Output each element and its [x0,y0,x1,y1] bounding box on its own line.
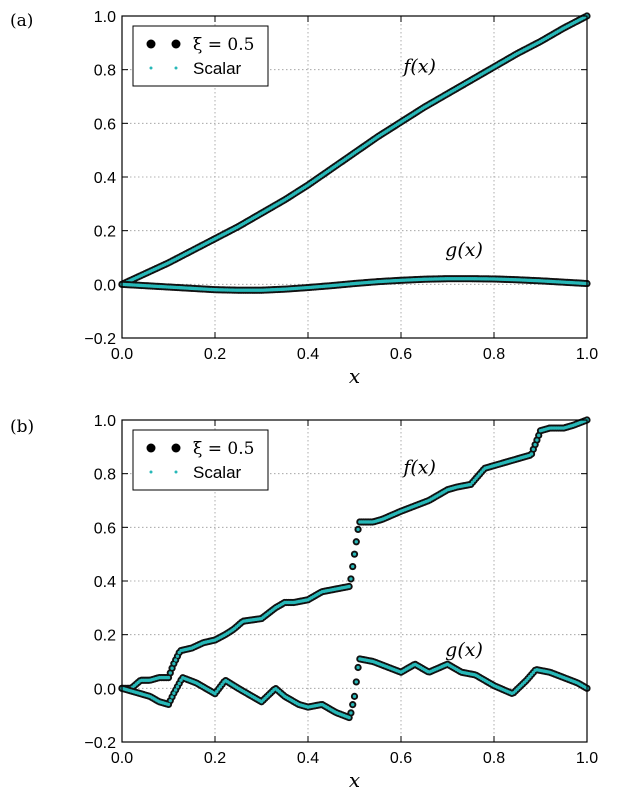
y-tick-label: −0.2 [84,331,116,348]
scalar-marker [535,438,539,442]
scalar-marker [351,702,355,707]
scalar-marker [168,698,172,703]
scalar-marker [170,666,174,670]
scalar-marker [347,584,351,589]
legend-box [132,429,269,491]
scalar-marker [354,680,358,684]
y-tick-label: 1.0 [94,9,116,26]
scalar-marker [215,689,219,694]
scalar-marker [175,654,180,658]
scalar-marker [356,665,360,670]
legend-box [132,25,269,87]
series-g [118,655,591,722]
series-g [118,275,591,294]
y-tick-label: 0.4 [94,574,116,591]
scalar-marker [216,687,221,691]
scalar-marker [166,702,171,707]
y-tick-label: 1.0 [94,413,116,430]
x-tick-label: 0.8 [483,750,505,767]
scalar-marker [529,452,534,456]
legend-marker-xi [146,443,156,453]
legend-marker-scalar [149,66,153,70]
x-tick-label: 0.6 [390,750,412,767]
scalar-marker [175,685,180,689]
x-tick-label: 0.2 [204,346,226,363]
scalar-marker [533,442,537,447]
scalar-marker [218,684,223,689]
legend: ξ = 0.5 Scalar [132,429,269,491]
scalar-marker [172,661,176,666]
x-tick-label: 1.0 [576,750,598,767]
scalar-marker [531,447,536,452]
legend-label-scalar: Scalar [193,463,242,482]
scalar-marker [349,577,353,581]
scalar-marker [166,675,171,680]
y-tick-label: 0.6 [94,520,116,537]
scalar-marker [354,540,358,544]
y-tick-label: 0.2 [94,224,116,241]
curve-annotation: g(x) [445,639,483,661]
legend-label-scalar: Scalar [193,59,242,78]
x-tick-label: 0.4 [297,346,319,363]
x-tick-label: 0.6 [390,346,412,363]
x-tick-label: 0.0 [111,346,133,363]
curve-annotation: f(x) [401,55,436,77]
curve-annotation: f(x) [401,457,436,479]
x-axis-label: x [349,768,360,789]
y-tick-label: 0.8 [94,467,116,484]
legend-marker-scalar [149,470,153,474]
y-tick-label: 0.0 [94,681,116,698]
scalar-marker [168,671,172,675]
y-tick-label: −0.2 [84,735,116,752]
scalar-marker [170,695,174,699]
scalar-marker [537,433,541,438]
y-tick-label: 0.6 [94,116,116,133]
curve-annotation: g(x) [445,239,483,261]
scalar-marker [220,682,224,687]
legend-label-xi: ξ = 0.5 [193,439,254,459]
scalar-marker [351,564,355,569]
scalar-marker [177,681,181,686]
plot-frame [121,15,588,339]
legend-marker-scalar [174,470,178,474]
legend-marker-xi [171,39,181,49]
x-tick-label: 1.0 [576,346,598,363]
scalar-marker [172,691,176,695]
panel-label: (a) [10,11,33,31]
scalar-marker [352,694,357,699]
x-tick-label: 0.8 [483,346,505,363]
x-tick-label: 0.2 [204,750,226,767]
scalar-marker [356,527,360,532]
scalar-marker [213,692,217,696]
scalar-marker [352,552,357,556]
legend-label-xi: ξ = 0.5 [193,35,254,55]
panel-b: (b)0.0 0.2 0.4 0.6 0.8 1.0−0.20.00.20.40.60.8… [10,413,598,789]
y-tick-label: 0.4 [94,170,116,187]
panel-label: (b) [10,417,34,437]
y-tick-label: 0.0 [94,277,116,294]
plot-frame [121,419,588,743]
legend-marker-xi [146,39,156,49]
scalar-marker [349,711,353,715]
data-markers [118,416,591,722]
scalar-marker [173,688,178,692]
scalar-marker [173,658,178,662]
legend-marker-xi [171,443,181,453]
x-tick-label: 0.4 [297,750,319,767]
scalar-marker [347,715,351,720]
scalar-marker [179,678,183,682]
panel-a: (a)0.0 0.2 0.4 0.6 0.8 1.0−0.20.00.20.40.60.8… [10,9,598,388]
y-tick-label: 0.2 [94,628,116,645]
legend-marker-scalar [174,66,178,70]
x-tick-label: 0.0 [111,750,133,767]
series-f [118,12,591,288]
legend: ξ = 0.5 Scalar [132,25,269,87]
x-axis-label: x [349,364,360,388]
y-tick-label: 0.8 [94,63,116,80]
data-markers [118,12,591,294]
